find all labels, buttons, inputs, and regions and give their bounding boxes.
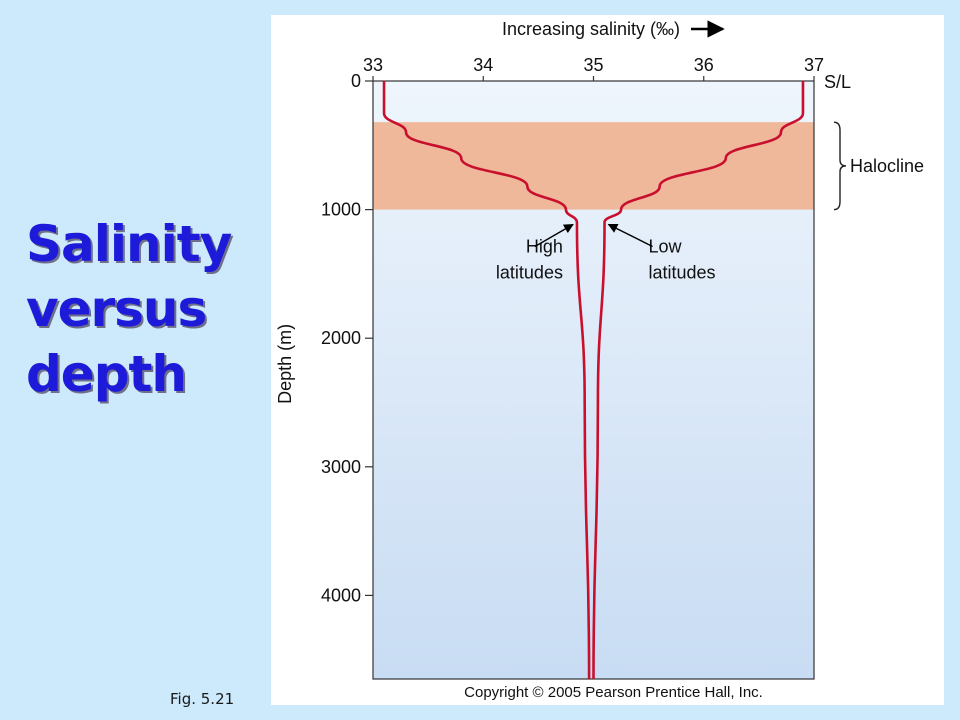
y-tick-label: 1000	[321, 200, 361, 220]
x-axis-label: Increasing salinity (‰)	[502, 19, 680, 39]
annotation-label-1: Low	[649, 236, 683, 256]
x-tick-label: 36	[694, 55, 714, 75]
copyright-text: Copyright © 2005 Pearson Prentice Hall, …	[464, 684, 763, 701]
salinity-depth-chart: Halocline 33 34 35 36 37 0 1000 2000 3000 4000 S/L I…	[275, 19, 924, 701]
annotation-arrow-1	[607, 223, 653, 248]
halocline-bracket	[833, 121, 847, 211]
annotation-label-0: latitudes	[496, 262, 563, 282]
y-tick-label: 0	[351, 71, 361, 91]
annotation-label-1: latitudes	[649, 262, 716, 282]
y-tick-label: 4000	[321, 585, 361, 605]
figure-caption: Fig. 5.21	[170, 690, 235, 708]
halocline-band	[373, 122, 814, 210]
slide-title-line: Salinity	[26, 215, 232, 273]
halocline-label: Halocline	[850, 156, 924, 176]
slide-title: Salinity versus depth	[26, 212, 256, 407]
x-tick-label: 34	[473, 55, 493, 75]
surface-label: S/L	[824, 72, 851, 92]
series-line-0	[382, 80, 591, 680]
y-axis-label: Depth (m)	[275, 324, 295, 404]
slide-title-line: versus	[26, 280, 207, 338]
y-tick-label: 2000	[321, 328, 361, 348]
x-tick-label: 35	[583, 55, 603, 75]
series-line-1	[592, 80, 805, 680]
slide-title-line: depth	[26, 345, 187, 403]
annotation-arrow-0	[534, 223, 574, 248]
y-tick-label: 3000	[321, 457, 361, 477]
x-tick-label: 33	[363, 55, 383, 75]
annotation-label-0: High	[526, 236, 563, 256]
figure-panel: Halocline 33 34 35 36 37 0 1000 2000 3000 4000 S/L I…	[271, 15, 944, 705]
x-tick-label: 37	[804, 55, 824, 75]
